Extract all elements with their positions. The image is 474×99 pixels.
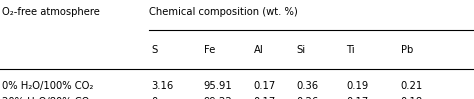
Text: Al: Al [254, 45, 264, 55]
Text: 0.19: 0.19 [346, 81, 368, 91]
Text: O₂-free atmosphere: O₂-free atmosphere [2, 7, 100, 17]
Text: 0.18: 0.18 [401, 97, 423, 99]
Text: Pb: Pb [401, 45, 413, 55]
Text: 99.22: 99.22 [204, 97, 233, 99]
Text: Chemical composition (wt. %): Chemical composition (wt. %) [149, 7, 298, 17]
Text: 0.17: 0.17 [254, 81, 276, 91]
Text: 0: 0 [152, 97, 158, 99]
Text: Si: Si [296, 45, 305, 55]
Text: 0.36: 0.36 [296, 81, 319, 91]
Text: 0.17: 0.17 [254, 97, 276, 99]
Text: 3.16: 3.16 [152, 81, 174, 91]
Text: 0.17: 0.17 [346, 97, 368, 99]
Text: S: S [152, 45, 158, 55]
Text: 20% H₂O/80% CO₂: 20% H₂O/80% CO₂ [2, 97, 94, 99]
Text: Ti: Ti [346, 45, 355, 55]
Text: 0% H₂O/100% CO₂: 0% H₂O/100% CO₂ [2, 81, 94, 91]
Text: 0.21: 0.21 [401, 81, 423, 91]
Text: Fe: Fe [204, 45, 215, 55]
Text: 95.91: 95.91 [204, 81, 233, 91]
Text: 0.26: 0.26 [296, 97, 319, 99]
